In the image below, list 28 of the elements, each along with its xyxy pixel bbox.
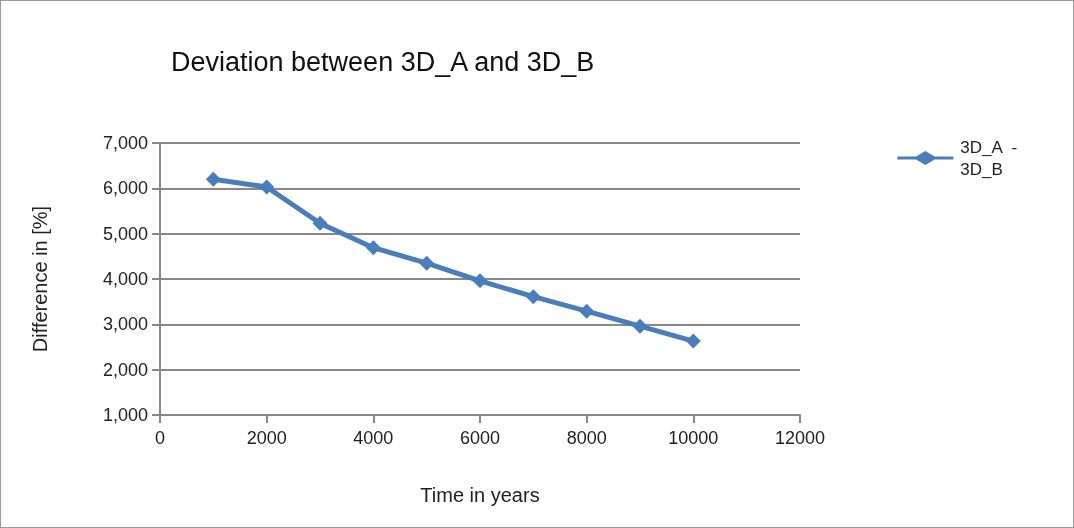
point xyxy=(312,215,328,231)
point xyxy=(365,240,381,256)
y-tick-label: 3,000 xyxy=(102,314,148,335)
x-tick-label: 10000 xyxy=(668,428,719,448)
point xyxy=(579,303,595,319)
x-tick-label: 6000 xyxy=(459,428,501,448)
y-tick-label: 1,000 xyxy=(102,405,148,425)
x-tick-label: 2000 xyxy=(246,428,287,448)
y-tick-label: 5,000 xyxy=(102,223,148,244)
y-tick-label: 2,000 xyxy=(102,359,148,380)
point xyxy=(259,179,275,195)
y-tick-label: 6,000 xyxy=(102,178,148,199)
y-tick-label: 4,000 xyxy=(102,269,148,289)
point xyxy=(685,333,701,349)
point xyxy=(525,289,541,305)
point xyxy=(419,255,435,271)
x-tick-label: 8000 xyxy=(566,428,607,448)
x-tick-label: 12000 xyxy=(774,428,826,448)
y-tick-label: 7,000 xyxy=(102,133,148,153)
point xyxy=(472,273,488,289)
x-tick-label: 4000 xyxy=(353,428,394,448)
point xyxy=(205,171,221,187)
point xyxy=(632,318,648,334)
y-axis-title: Difference in [%] xyxy=(29,205,51,353)
x-axis-title: Time in years xyxy=(420,484,540,506)
legend-label: 3D_A - 3D_B xyxy=(960,137,1018,179)
x-tick-label: 0 xyxy=(154,428,166,448)
chart-title: Deviation between 3D_A and 3D_B xyxy=(171,46,595,77)
